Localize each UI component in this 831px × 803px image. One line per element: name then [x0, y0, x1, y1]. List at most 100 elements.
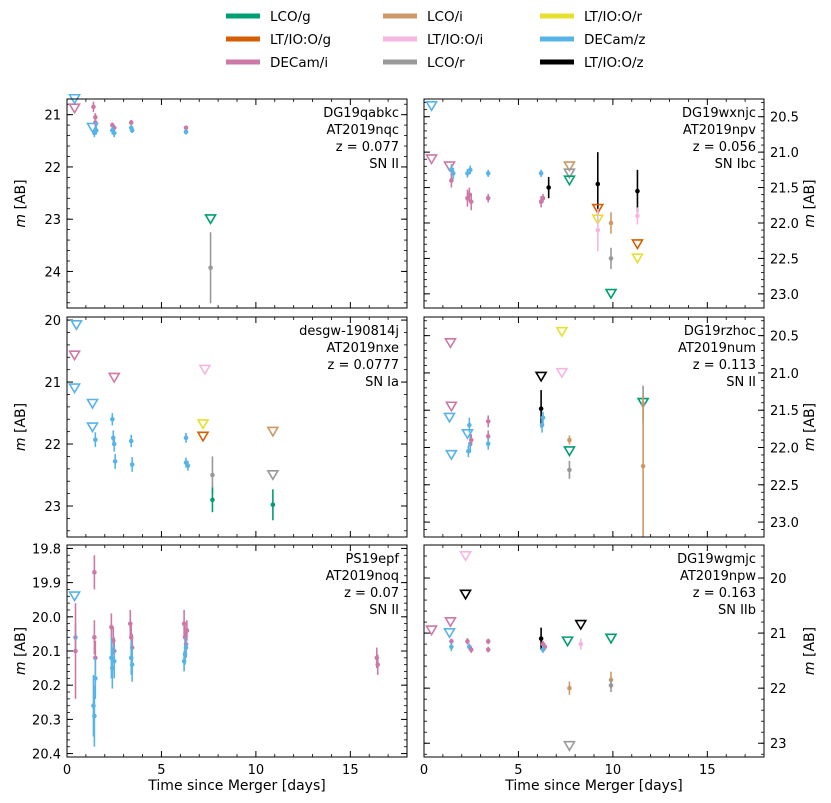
upper-limit-marker — [107, 372, 121, 384]
y-axis-label-var: m — [13, 214, 29, 228]
upper-limit-marker — [561, 636, 574, 648]
upper-limit-marker — [563, 161, 576, 173]
legend-entry: LT/IO:O/g — [226, 32, 331, 48]
x-tick-label: 10 — [605, 763, 622, 778]
upper-limit-marker — [534, 371, 548, 383]
x-axis-label: Time since Merger [days] — [504, 778, 682, 794]
legend-label: LCO/i — [427, 9, 463, 25]
legend-entry: LCO/i — [383, 9, 463, 25]
legend-label: DECam/i — [270, 55, 328, 71]
data-point — [578, 641, 584, 647]
y-tick-label: 22.0 — [770, 217, 799, 232]
x-tick-label: 0 — [420, 763, 428, 778]
upper-limit-marker — [563, 168, 576, 180]
data-point — [111, 130, 117, 136]
data-point — [640, 463, 646, 469]
upper-limit-marker — [461, 429, 474, 440]
upper-limit-marker — [86, 422, 99, 434]
upper-limit-marker — [563, 446, 576, 458]
y-tick-label: 20.3 — [32, 713, 61, 728]
y-axis-label-var: m — [13, 661, 29, 675]
legend-label: LT/IO:O/z — [584, 55, 644, 71]
upper-limit-marker — [425, 154, 438, 166]
upper-limit-marker — [555, 367, 569, 379]
panel-frame — [66, 544, 408, 758]
panel-annotation-line: DG19wgmjc — [677, 552, 756, 567]
upper-limit-marker — [459, 550, 472, 562]
data-point — [485, 639, 491, 644]
y-axis-label-unit: [AB] — [802, 627, 818, 662]
y-tick-label: 20.5 — [770, 330, 799, 345]
panel-annotation-line: SN II — [369, 603, 399, 618]
upper-limit-marker — [266, 469, 280, 481]
data-point — [485, 647, 491, 652]
upper-limit-marker — [631, 239, 644, 251]
upper-limit-marker — [198, 364, 212, 376]
upper-limit-marker — [604, 633, 618, 645]
upper-limit-marker — [204, 214, 217, 226]
x-tick-label: 15 — [699, 763, 716, 778]
y-axis-label: m [AB] — [13, 403, 29, 451]
legend-label: LCO/r — [427, 55, 465, 71]
y-tick-label: 21.0 — [770, 367, 799, 382]
data-point — [208, 265, 213, 271]
panel-2: 20.5 21.0 21.5 22.0 22.5 23.0 m [AB] DG19wxnjc A… — [423, 98, 818, 309]
data-point — [110, 416, 115, 422]
x-tick-label: 15 — [342, 763, 359, 778]
data-point — [538, 171, 544, 176]
y-tick-label: 21.5 — [770, 182, 799, 197]
data-point — [111, 441, 117, 447]
upper-limit-marker — [68, 383, 81, 395]
panel-annotation-line: SN Ibc — [715, 157, 756, 172]
panel-frame — [66, 98, 408, 309]
legend-entry: DECam/i — [226, 55, 328, 71]
panel-6: 0 5 10 15 20 21 22 23 m [AB] DG19wgmjc AT2019npw z … — [420, 544, 818, 778]
x-tick-label: 5 — [157, 763, 165, 778]
y-axis-label: m [AB] — [802, 403, 818, 451]
y-tick-label: 19.8 — [32, 542, 61, 557]
data-point — [449, 178, 454, 183]
upper-limit-marker — [459, 589, 472, 601]
panel-annotation-line: AT2019noq — [326, 569, 399, 584]
upper-limit-marker — [86, 122, 99, 134]
data-point — [129, 662, 135, 667]
data-point — [93, 128, 99, 133]
data-point — [465, 171, 470, 176]
panel-annotation-line: DG19rzhoc — [684, 324, 756, 339]
legend-entry: LT/IO:O/z — [540, 55, 644, 71]
data-point — [92, 635, 97, 640]
data-point — [485, 441, 491, 447]
upper-limit-marker — [555, 326, 569, 338]
data-point — [185, 463, 191, 469]
y-axis-label-unit: [AB] — [802, 403, 818, 438]
panel-annotation-line: AT2019npv — [683, 123, 756, 138]
data-point — [449, 639, 454, 644]
panel-frame — [423, 544, 765, 758]
x-tick-label: 0 — [63, 763, 71, 778]
upper-limit-marker — [68, 103, 81, 115]
legend-label: DECam/z — [584, 32, 645, 48]
data-point — [449, 644, 454, 650]
data-point — [468, 199, 474, 205]
data-point — [538, 636, 544, 641]
y-tick-label: 20 — [44, 314, 61, 329]
data-point — [567, 437, 572, 443]
upper-limit-marker — [574, 619, 588, 631]
panel-annotation-line: z = 0.077 — [336, 140, 399, 155]
data-point — [128, 438, 134, 444]
panel-annotation-line: z = 0.056 — [693, 140, 756, 155]
legend-label: LT/IO:O/r — [584, 9, 643, 25]
panel-annotation-line: DG19qabkc — [323, 106, 399, 121]
x-tick-label: 10 — [248, 763, 265, 778]
y-tick-label: 22 — [770, 682, 787, 697]
upper-limit-marker — [444, 449, 458, 461]
upper-limit-marker — [563, 740, 576, 752]
data-point — [540, 647, 546, 652]
data-point — [540, 195, 546, 201]
data-point — [540, 415, 546, 420]
upper-limit-marker — [563, 175, 576, 187]
data-point — [468, 437, 474, 443]
panel-3: 20 21 22 23 m [AB] desgw-190814j AT2019nxe z = … — [13, 314, 408, 538]
data-point — [129, 128, 135, 133]
